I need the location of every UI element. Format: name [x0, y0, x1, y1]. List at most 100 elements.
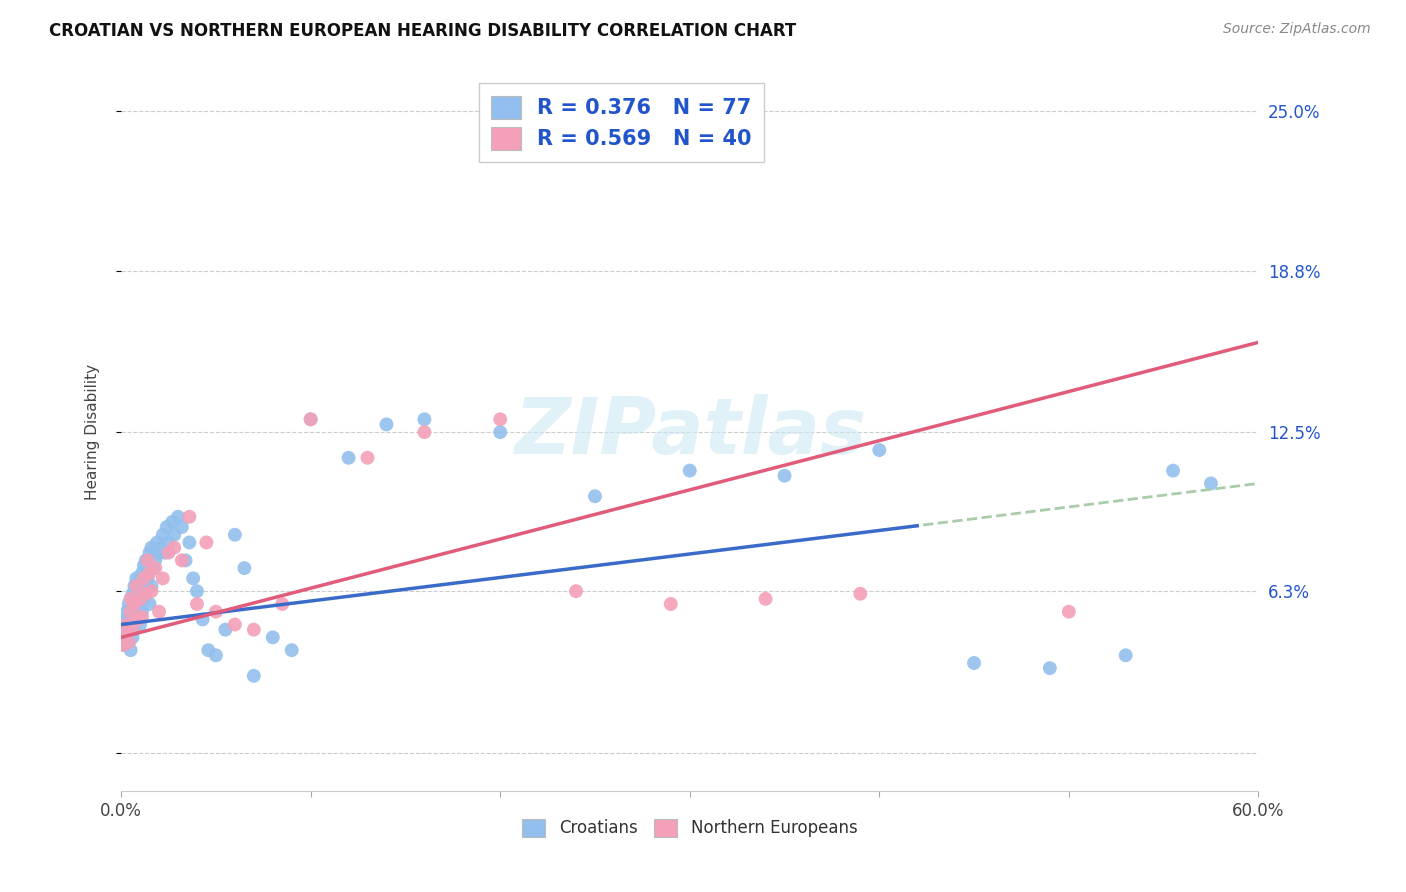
Point	[129, 597, 152, 611]
Point	[179, 535, 201, 549]
Point	[413, 412, 436, 426]
Point	[129, 571, 152, 585]
Y-axis label: Hearing Disability: Hearing Disability	[86, 364, 100, 500]
Point	[163, 541, 186, 555]
Point	[489, 412, 512, 426]
Point	[197, 643, 219, 657]
Point	[299, 412, 322, 426]
Point	[120, 605, 142, 619]
Text: ZIPatlas: ZIPatlas	[513, 394, 866, 470]
Point	[659, 597, 682, 611]
Point	[849, 587, 872, 601]
Point	[115, 605, 138, 619]
Point	[152, 527, 174, 541]
Point	[120, 591, 142, 606]
Point	[115, 631, 138, 645]
Point	[157, 535, 180, 549]
Point	[243, 623, 266, 637]
Point	[773, 468, 796, 483]
Point	[148, 605, 170, 619]
Point	[131, 605, 153, 619]
Point	[127, 612, 149, 626]
Legend: Croatians, Northern Europeans: Croatians, Northern Europeans	[516, 812, 865, 844]
Point	[174, 553, 197, 567]
Point	[149, 541, 172, 555]
Point	[141, 579, 163, 593]
Point	[125, 571, 148, 585]
Point	[413, 425, 436, 439]
Point	[114, 638, 136, 652]
Point	[153, 546, 176, 560]
Point	[224, 617, 246, 632]
Point	[120, 643, 142, 657]
Point	[124, 597, 146, 611]
Point	[565, 584, 588, 599]
Point	[170, 553, 193, 567]
Point	[138, 566, 160, 581]
Point	[1115, 648, 1137, 663]
Text: Source: ZipAtlas.com: Source: ZipAtlas.com	[1223, 22, 1371, 37]
Point	[163, 527, 186, 541]
Point	[124, 597, 146, 611]
Point	[262, 631, 284, 645]
Point	[138, 546, 160, 560]
Point	[214, 623, 236, 637]
Point	[271, 597, 294, 611]
Point	[143, 561, 166, 575]
Point	[754, 591, 776, 606]
Point	[141, 541, 163, 555]
Point	[120, 612, 142, 626]
Point	[115, 617, 138, 632]
Point	[243, 669, 266, 683]
Point	[129, 591, 152, 606]
Point	[115, 612, 138, 626]
Point	[1161, 464, 1184, 478]
Point	[299, 412, 322, 426]
Point	[186, 597, 208, 611]
Point	[124, 579, 146, 593]
Point	[141, 584, 163, 599]
Point	[114, 623, 136, 637]
Point	[127, 605, 149, 619]
Point	[146, 535, 169, 549]
Point	[152, 571, 174, 585]
Point	[129, 617, 152, 632]
Point	[162, 515, 184, 529]
Point	[205, 605, 228, 619]
Point	[121, 587, 143, 601]
Point	[205, 648, 228, 663]
Point	[179, 509, 201, 524]
Point	[157, 546, 180, 560]
Point	[114, 617, 136, 632]
Point	[118, 635, 141, 649]
Point	[1057, 605, 1080, 619]
Point	[375, 417, 398, 432]
Point	[167, 509, 190, 524]
Point	[121, 631, 143, 645]
Point	[195, 535, 218, 549]
Point	[224, 527, 246, 541]
Point	[132, 591, 155, 606]
Point	[118, 597, 141, 611]
Point	[233, 561, 256, 575]
Point	[356, 450, 378, 465]
Point	[489, 425, 512, 439]
Point	[963, 656, 986, 670]
Point	[1039, 661, 1062, 675]
Point	[118, 617, 141, 632]
Point	[135, 584, 157, 599]
Point	[132, 571, 155, 585]
Point	[125, 591, 148, 606]
Point	[112, 623, 135, 637]
Point	[125, 612, 148, 626]
Point	[143, 553, 166, 567]
Point	[679, 464, 702, 478]
Text: CROATIAN VS NORTHERN EUROPEAN HEARING DISABILITY CORRELATION CHART: CROATIAN VS NORTHERN EUROPEAN HEARING DI…	[49, 22, 796, 40]
Point	[136, 571, 159, 585]
Point	[135, 553, 157, 567]
Point	[138, 597, 160, 611]
Point	[118, 635, 141, 649]
Point	[131, 610, 153, 624]
Point	[121, 605, 143, 619]
Point	[142, 561, 165, 575]
